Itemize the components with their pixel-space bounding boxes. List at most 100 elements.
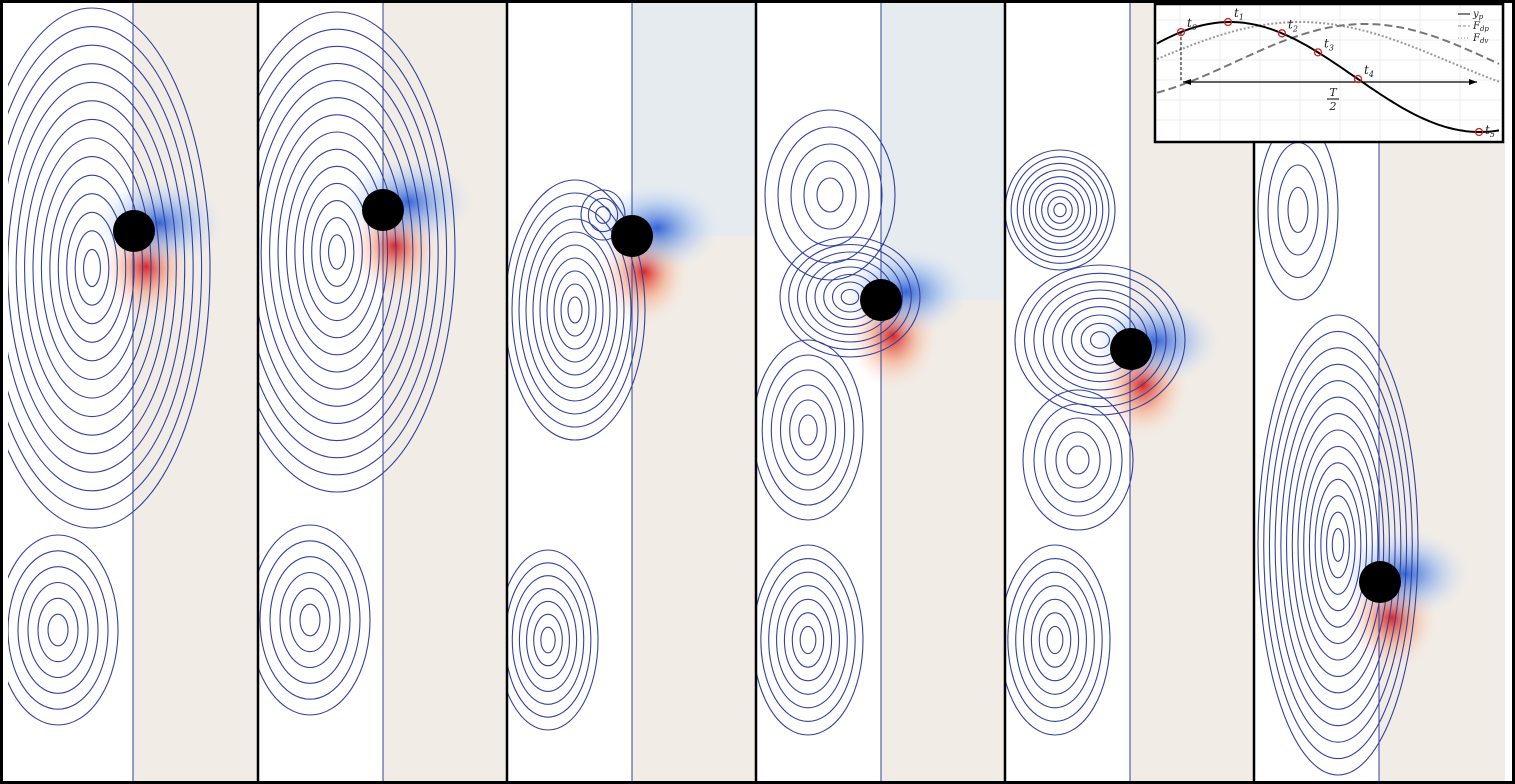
streamline: [329, 235, 346, 269]
streamline: [1056, 432, 1100, 488]
particle: [113, 210, 155, 252]
streamline: [1048, 197, 1072, 224]
streamline: [1067, 446, 1089, 474]
streamline: [300, 604, 320, 636]
streamline: [1042, 190, 1079, 230]
streamline: [519, 589, 576, 692]
streamline: [527, 601, 570, 678]
period-den: 2: [1329, 100, 1337, 113]
particle: [611, 215, 653, 257]
streamline: [48, 614, 68, 646]
streamline: [568, 297, 582, 323]
streamline: [1029, 177, 1090, 244]
streamline: [1017, 163, 1103, 256]
streamline: [1031, 599, 1078, 680]
panel-content: [219, 0, 507, 784]
vorticity-neg: [1340, 529, 1470, 619]
streamline: [1258, 120, 1338, 300]
particle: [362, 189, 404, 231]
streamline: [1023, 170, 1096, 250]
streamline: [1268, 143, 1328, 278]
streamline: [280, 573, 340, 668]
legend-sub: dv: [1480, 37, 1488, 45]
streamline: [1000, 545, 1110, 735]
streamline: [1315, 479, 1361, 610]
panel: [219, 0, 507, 784]
streamline: [799, 415, 817, 445]
time-label-sub: 5: [1490, 130, 1495, 139]
panel-content: [0, 0, 258, 784]
streamline: [761, 559, 855, 722]
panel-content: [498, 0, 756, 784]
streamline: [1054, 203, 1066, 216]
streamline: [270, 557, 350, 684]
streamline: [534, 614, 563, 665]
streamline: [777, 586, 840, 695]
figure: t0t1t2t3t4t5T2ypFdpFdv: [0, 0, 1515, 784]
streamline: [792, 613, 823, 667]
streamline: [541, 627, 555, 653]
streamline: [784, 599, 831, 680]
streamline: [18, 567, 98, 694]
streamline: [1278, 165, 1318, 255]
streamline: [817, 178, 843, 212]
streamline: [38, 598, 78, 661]
panel-content: [753, 0, 1005, 784]
time-label-sub: 4: [1368, 70, 1374, 79]
streamline: [250, 525, 370, 715]
streamline: [540, 245, 610, 375]
streamline: [505, 563, 591, 717]
streamline: [1016, 572, 1095, 708]
streamline: [290, 588, 330, 651]
time-label-sub: 2: [1292, 24, 1298, 33]
panel: [498, 0, 756, 784]
time-label-sub: 1: [1239, 13, 1244, 22]
streamline: [1288, 188, 1308, 233]
streamline: [1024, 586, 1087, 695]
streamline: [498, 550, 598, 730]
streamline: [260, 541, 360, 699]
streamline: [1332, 529, 1343, 562]
streamline: [769, 572, 848, 708]
streamline: [778, 127, 882, 263]
streamline: [1047, 626, 1063, 653]
time-label-sub: 3: [1329, 43, 1334, 52]
streamline: [1045, 418, 1111, 502]
streamline: [800, 626, 816, 653]
streamline: [547, 258, 603, 362]
streamline: [1327, 512, 1350, 578]
streamline: [1321, 496, 1355, 595]
time-label-sub: 0: [1192, 23, 1197, 32]
vorticity-neg: [343, 157, 473, 247]
streamline: [1039, 613, 1070, 667]
streamline: [791, 144, 869, 246]
panel: [753, 0, 1005, 784]
particle: [860, 279, 902, 321]
streamline: [1005, 150, 1115, 270]
particle: [1359, 561, 1401, 603]
streamline: [512, 576, 583, 705]
streamline: [8, 551, 108, 709]
streamline: [28, 583, 88, 678]
particle: [1110, 328, 1152, 370]
streamline: [1011, 157, 1109, 264]
streamline: [790, 400, 827, 460]
streamline: [771, 370, 844, 490]
streamline: [320, 218, 354, 287]
streamline: [1034, 404, 1122, 516]
streamline: [561, 284, 589, 336]
streamline: [781, 385, 836, 475]
panel: [0, 0, 258, 784]
streamline: [533, 232, 617, 388]
streamline: [753, 545, 863, 735]
legend-sub: p: [1479, 13, 1484, 21]
streamline: [804, 161, 856, 229]
streamline: [753, 340, 863, 520]
streamline: [84, 249, 101, 286]
legend-sub: dp: [1480, 25, 1489, 33]
streamline: [554, 271, 596, 349]
streamline: [762, 355, 854, 505]
streamline: [1008, 559, 1102, 722]
streamline: [1036, 183, 1085, 236]
